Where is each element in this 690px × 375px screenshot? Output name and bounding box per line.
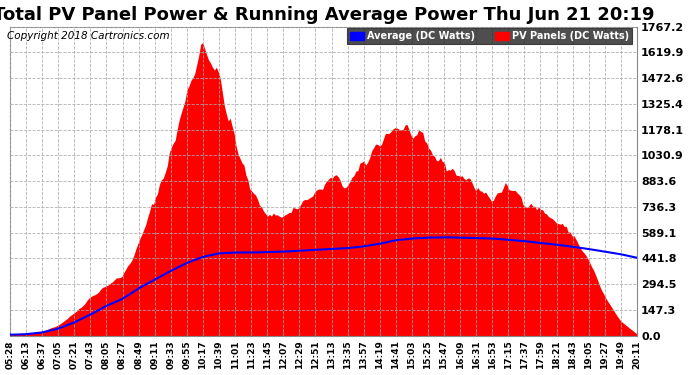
Title: Total PV Panel Power & Running Average Power Thu Jun 21 20:19: Total PV Panel Power & Running Average P… <box>0 6 654 24</box>
Text: Copyright 2018 Cartronics.com: Copyright 2018 Cartronics.com <box>7 32 170 41</box>
Legend: Average (DC Watts), PV Panels (DC Watts): Average (DC Watts), PV Panels (DC Watts) <box>346 28 632 44</box>
